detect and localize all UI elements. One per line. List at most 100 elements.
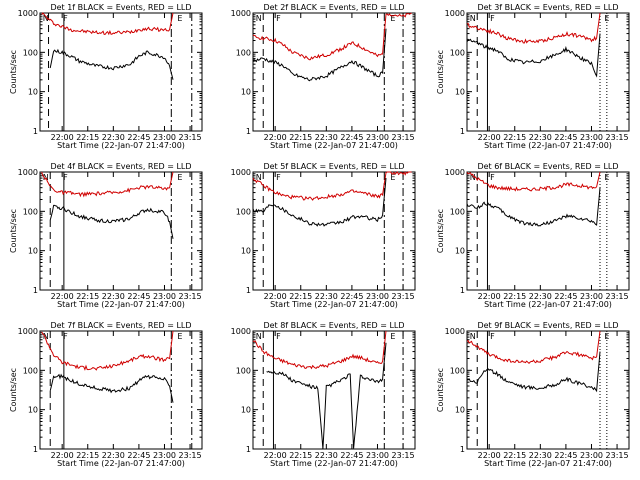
chart-title: Det 7f BLACK = Events, RED = LLD: [50, 321, 191, 330]
chart-panel: Det 2f BLACK = Events, RED = LLD 1 10 100 10…: [231, 3, 416, 150]
x-tick-label: 22:30: [102, 292, 125, 301]
x-tick-label: 23:00: [153, 133, 176, 142]
x-tick-label: 22:15: [76, 451, 99, 460]
chart-panel: Det 9f BLACK = Events, RED = LLD 1 10 100 10…: [436, 321, 630, 468]
y-tick-label: 1000: [445, 327, 465, 336]
marker-label: F: [63, 332, 68, 341]
x-tick-label: 22:30: [102, 451, 125, 460]
chart-panel: Det 6f BLACK = Events, RED = LLD 1 10 100 10…: [436, 162, 630, 309]
x-tick-label: 23:00: [580, 292, 603, 301]
y-tick-label: 1000: [231, 9, 251, 18]
plot-frame: [39, 12, 203, 132]
x-tick-label: 23:00: [366, 292, 389, 301]
x-tick-label: 22:00: [51, 451, 74, 460]
x-tick-label: 22:15: [503, 451, 526, 460]
y-tick-label: 1000: [18, 168, 38, 177]
y-tick-label: 100: [450, 207, 465, 216]
y-tick-label: 1000: [445, 9, 465, 18]
x-tick-label: 23:15: [392, 451, 415, 460]
x-tick-label: 22:00: [51, 292, 74, 301]
y-tick-label: 1: [33, 127, 38, 136]
x-tick-label: 23:15: [606, 292, 629, 301]
x-tick-label: 22:30: [315, 451, 338, 460]
y-axis-label: Counts/sec: [9, 50, 18, 94]
series-lld-line: [252, 12, 412, 61]
plot-frame: [39, 171, 203, 291]
y-tick-label: 10: [28, 247, 38, 256]
marker-label: E: [604, 173, 609, 182]
series-events-line: [49, 48, 174, 80]
marker-label: E: [177, 173, 182, 182]
marker-label: F: [490, 14, 495, 23]
x-tick-label: 22:15: [289, 451, 312, 460]
plot-frame: [252, 171, 416, 291]
series-lld-line: [41, 330, 174, 371]
series-events-line: [266, 342, 387, 450]
x-tick-label: 22:45: [127, 451, 150, 460]
series-lld-line: [252, 330, 387, 370]
x-tick-label: 22:15: [503, 133, 526, 142]
marker-label: E: [177, 14, 182, 23]
y-tick-label: 10: [455, 247, 465, 256]
x-tick-label: 23:15: [606, 451, 629, 460]
plot-frame: [39, 330, 203, 450]
x-tick-label: 22:45: [554, 133, 577, 142]
x-tick-label: 22:30: [102, 133, 125, 142]
marker-label: N: [43, 14, 49, 23]
series-events-line: [49, 204, 174, 239]
marker-label: N: [256, 332, 262, 341]
y-tick-label: 100: [236, 207, 251, 216]
x-tick-label: 23:15: [606, 133, 629, 142]
chart-title: Det 9f BLACK = Events, RED = LLD: [477, 321, 618, 330]
x-tick-label: 22:45: [127, 292, 150, 301]
chart-panel: Det 5f BLACK = Events, RED = LLD 1 10 100 10…: [231, 162, 416, 309]
chart-title: Det 6f BLACK = Events, RED = LLD: [477, 162, 618, 171]
y-tick-label: 10: [28, 88, 38, 97]
y-tick-label: 100: [23, 366, 38, 375]
series-lld-line: [41, 171, 174, 198]
marker-label: F: [490, 332, 495, 341]
y-tick-label: 1000: [18, 9, 38, 18]
marker-label: F: [63, 173, 68, 182]
x-tick-label: 23:00: [366, 133, 389, 142]
y-axis-label: Counts/sec: [436, 368, 445, 412]
marker-label: E: [177, 332, 182, 341]
marker-label: F: [276, 14, 281, 23]
y-tick-label: 100: [450, 366, 465, 375]
x-tick-label: 22:00: [478, 451, 501, 460]
x-tick-label: 22:30: [315, 292, 338, 301]
marker-label: F: [276, 332, 281, 341]
x-axis-label: Start Time (22-Jan-07 21:47:00): [57, 300, 185, 309]
x-tick-label: 22:15: [503, 292, 526, 301]
x-tick-label: 22:45: [554, 451, 577, 460]
x-tick-label: 22:00: [51, 133, 74, 142]
x-tick-label: 22:15: [76, 133, 99, 142]
x-tick-label: 23:00: [153, 292, 176, 301]
x-axis-label: Start Time (22-Jan-07 21:47:00): [270, 300, 398, 309]
x-tick-label: 23:00: [366, 451, 389, 460]
series-events-line: [49, 373, 174, 403]
chart-panel: Det 3f BLACK = Events, RED = LLD 1 10 100 10…: [436, 3, 630, 150]
chart-panel: Det 4f BLACK = Events, RED = LLD 1 10 100 10…: [9, 162, 203, 309]
x-tick-label: 23:15: [179, 451, 202, 460]
plot-frame: [466, 171, 630, 291]
x-tick-label: 22:30: [529, 133, 552, 142]
marker-label: F: [63, 14, 68, 23]
x-tick-label: 22:15: [76, 292, 99, 301]
x-tick-label: 22:45: [554, 292, 577, 301]
series-lld-line: [252, 171, 412, 201]
y-tick-label: 1: [246, 445, 251, 454]
marker-label: N: [256, 173, 262, 182]
x-tick-label: 22:45: [340, 292, 363, 301]
y-tick-label: 10: [241, 247, 251, 256]
y-tick-label: 10: [241, 406, 251, 415]
series-events-line: [252, 28, 387, 82]
y-tick-label: 1000: [231, 168, 251, 177]
y-tick-label: 1: [246, 286, 251, 295]
x-tick-label: 22:00: [478, 292, 501, 301]
y-tick-label: 100: [236, 366, 251, 375]
x-tick-label: 22:00: [264, 451, 287, 460]
x-tick-label: 22:45: [340, 133, 363, 142]
x-tick-label: 23:15: [179, 292, 202, 301]
series-events-line: [466, 33, 601, 78]
